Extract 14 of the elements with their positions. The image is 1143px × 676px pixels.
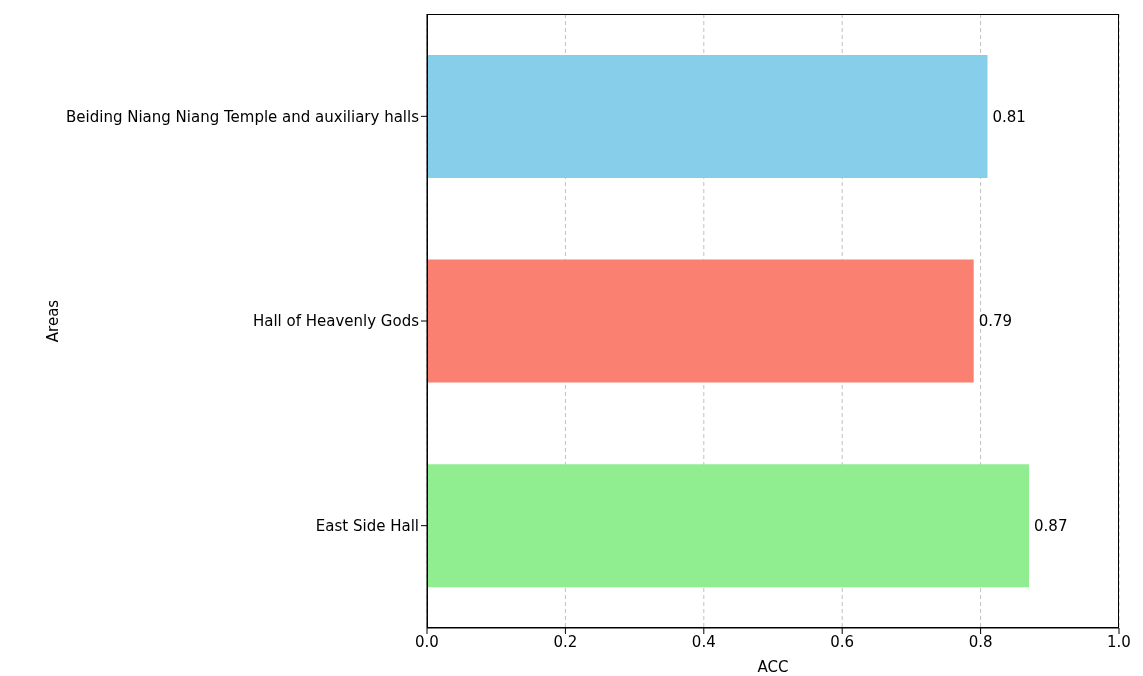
data-label: 0.81 [992,107,1026,126]
x-tick-label: 0.2 [553,632,578,651]
x-axis-title: ACC [757,658,789,676]
data-label: 0.79 [978,312,1013,331]
y-tick-label: Beiding Niang Niang Temple and auxiliary halls [66,107,420,126]
data-label: 0.87 [1034,517,1068,536]
y-axis-title: Areas [44,299,63,343]
x-tick-label: 1.0 [1107,632,1131,651]
y-tick-label: Hall of Heavenly Gods [252,312,420,331]
x-tick-label: 0.0 [415,632,439,651]
x-tick-label: 0.4 [691,632,716,651]
x-tick-label: 0.6 [830,632,855,651]
y-tick-label: East Side Hall [315,516,419,535]
x-tick-label: 0.8 [968,632,993,651]
